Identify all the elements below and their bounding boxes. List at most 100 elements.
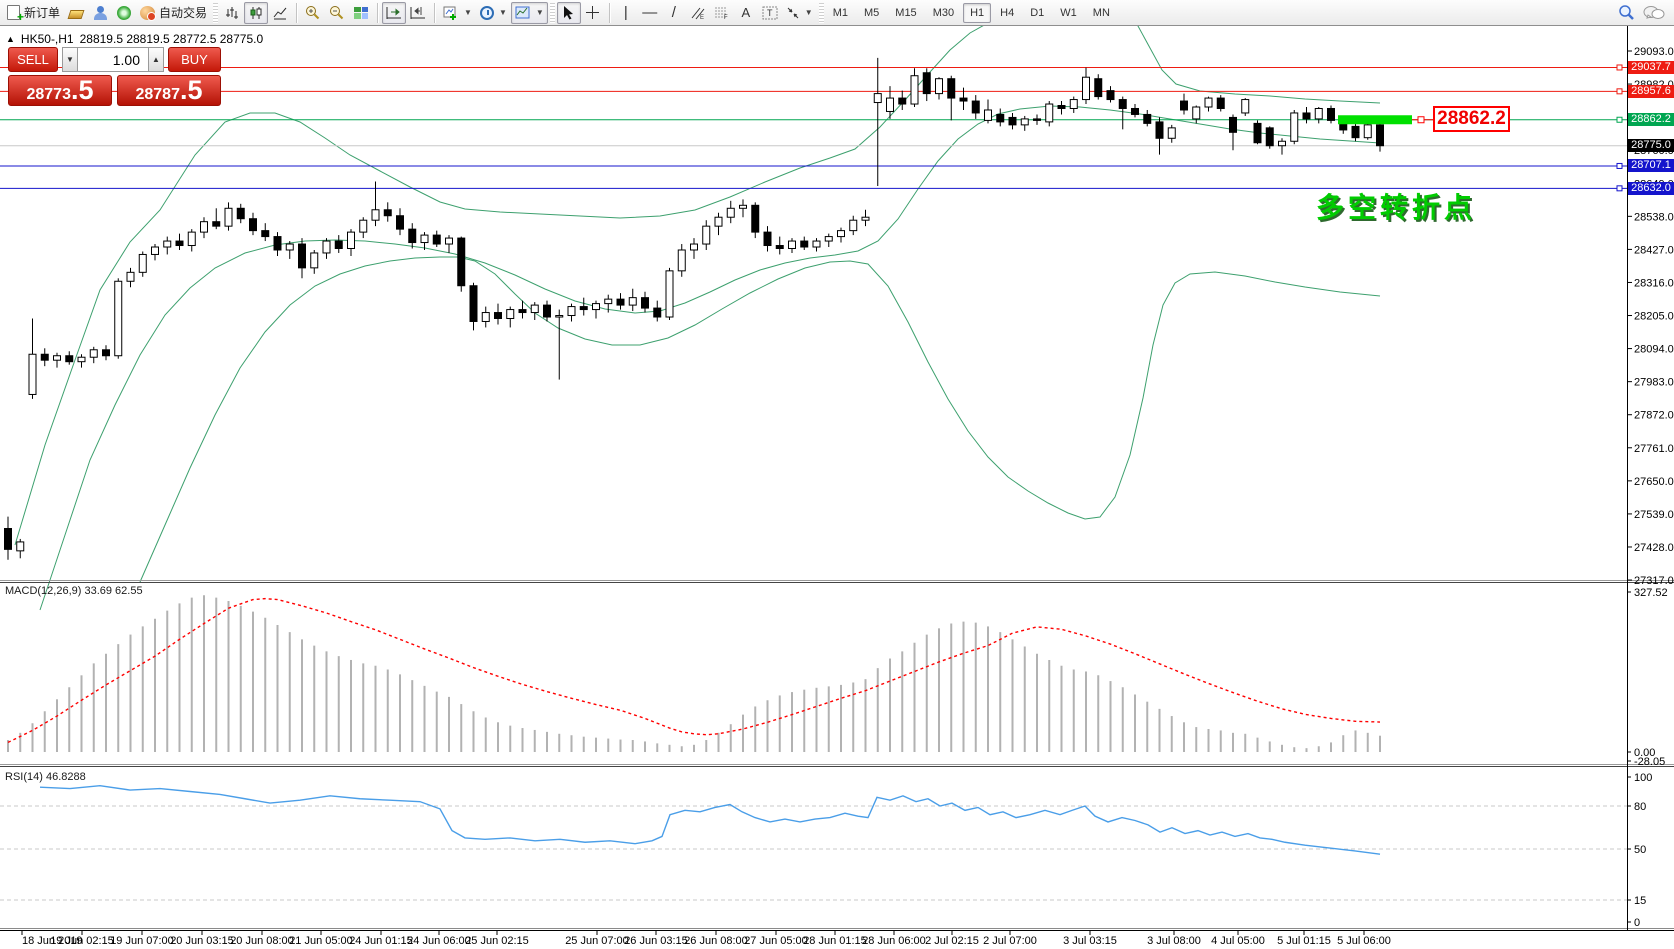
macd-series: [7, 595, 1381, 752]
sell-button[interactable]: SELL: [8, 47, 58, 72]
auto-scroll-button[interactable]: [382, 1, 407, 24]
sell-price-frac: .5: [70, 75, 94, 105]
timeframe-MN[interactable]: MN: [1092, 6, 1110, 19]
crosshair-button[interactable]: [581, 2, 605, 24]
svg-text:327.52: 327.52: [1634, 587, 1668, 599]
svg-text:2 Jul 02:15: 2 Jul 02:15: [925, 935, 979, 947]
new-order-icon: [7, 5, 24, 24]
timeframe-H1[interactable]: H1: [963, 2, 992, 23]
volume-decrease-button[interactable]: ▼: [62, 47, 78, 72]
buy-button[interactable]: BUY: [168, 47, 221, 72]
arrows-button[interactable]: ▼: [782, 2, 817, 24]
volume-input[interactable]: [78, 47, 148, 72]
panel-separators[interactable]: [0, 26, 1674, 931]
cursor-button[interactable]: [556, 1, 581, 24]
gold-button[interactable]: [64, 2, 88, 24]
profile-icon: [93, 5, 108, 20]
new-order-label: 新订单: [24, 6, 61, 20]
sell-price-int: 28773: [26, 86, 71, 103]
vertical-line-button[interactable]: |: [614, 2, 638, 24]
vertical-line-icon: |: [623, 4, 628, 21]
separator: [608, 2, 610, 23]
svg-text:27983.0: 27983.0: [1634, 377, 1674, 389]
arrows-icon: [787, 7, 799, 18]
template-button[interactable]: ▼: [510, 1, 548, 24]
template-icon: [515, 6, 530, 18]
period-icon: [479, 5, 494, 20]
toolbar-drag-handle[interactable]: [818, 2, 824, 23]
price-tag-28632.0: 28632.0: [1628, 181, 1674, 195]
text-label-button[interactable]: T: [758, 2, 782, 24]
chevron-down-icon: ▼: [464, 8, 472, 17]
zoom-out-button[interactable]: [325, 2, 349, 24]
macd-label: MACD(12,26,9) 33.69 62.55: [5, 585, 143, 597]
collapse-arrow-icon[interactable]: ▲: [6, 34, 15, 44]
auto-trading-icon: [140, 5, 157, 21]
timeframe-H4[interactable]: H4: [1000, 6, 1015, 19]
timeframe-D1[interactable]: D1: [1030, 6, 1045, 19]
price-axis[interactable]: 29093.028982.028760.028649.028538.028427…: [1627, 46, 1674, 929]
timeframe-M15[interactable]: M15: [895, 6, 917, 19]
svg-text:5 Jul 01:15: 5 Jul 01:15: [1277, 935, 1331, 947]
svg-text:27650.0: 27650.0: [1634, 476, 1674, 488]
svg-text:15: 15: [1634, 895, 1646, 907]
svg-text:-28.05: -28.05: [1634, 756, 1665, 768]
horizontal-line-button[interactable]: —: [638, 2, 662, 24]
svg-text:27317.0: 27317.0: [1634, 575, 1674, 587]
buy-price-int: 28787: [135, 86, 180, 103]
timeframe-W1[interactable]: W1: [1060, 6, 1077, 19]
new-chart-button[interactable]: ▼: [439, 2, 476, 24]
profile-button[interactable]: [88, 2, 112, 24]
svg-text:19 Jun 02:15: 19 Jun 02:15: [50, 935, 114, 947]
toolbar-drag-handle[interactable]: [213, 2, 219, 23]
auto-scroll-icon: [386, 6, 402, 19]
price-tag-28957.6: 28957.6: [1628, 84, 1674, 98]
svg-text:5 Jul 06:00: 5 Jul 06:00: [1337, 935, 1391, 947]
channel-icon: E: [691, 7, 705, 20]
search-icon[interactable]: [1618, 4, 1635, 21]
line-chart-button[interactable]: [268, 2, 292, 24]
volume-increase-button[interactable]: ▲: [148, 47, 164, 72]
svg-text:21 Jun 05:00: 21 Jun 05:00: [289, 935, 353, 947]
gold-icon: [67, 10, 85, 19]
chart-canvas[interactable]: 29093.028982.028760.028649.028538.028427…: [0, 26, 1674, 949]
auto-trading-button[interactable]: 自动交易: [136, 2, 211, 24]
price-tag-28862.2: 28862.2: [1628, 113, 1674, 127]
sell-price-box[interactable]: 28773 .5: [8, 75, 112, 106]
toolbar-drag-handle[interactable]: [549, 2, 555, 23]
cursor-icon: [564, 6, 574, 20]
candlestick-chart-button[interactable]: [244, 1, 269, 24]
svg-text:27428.0: 27428.0: [1634, 542, 1674, 554]
svg-text:20 Jun 08:00: 20 Jun 08:00: [230, 935, 294, 947]
chart-shift-icon: [410, 6, 426, 19]
timeframe-M5[interactable]: M5: [864, 6, 880, 19]
signals-button[interactable]: [112, 2, 136, 24]
timeframe-M30[interactable]: M30: [932, 6, 955, 19]
ohlc-values: 28819.5 28819.5 28772.5 28775.0: [79, 32, 264, 46]
svg-text:27872.0: 27872.0: [1634, 410, 1674, 422]
tile-windows-button[interactable]: [349, 2, 373, 24]
zoom-in-button[interactable]: [301, 2, 325, 24]
price-tag-29037.7: 29037.7: [1628, 60, 1674, 74]
chat-icon[interactable]: [1643, 5, 1665, 21]
bar-chart-button[interactable]: [220, 2, 244, 24]
svg-text:20 Jun 03:15: 20 Jun 03:15: [170, 935, 234, 947]
bollinger-bands: [14, 26, 1381, 611]
signal-icon: [117, 5, 132, 20]
level-lines[interactable]: [0, 64, 1627, 192]
buy-price-box[interactable]: 28787 .5: [117, 75, 221, 106]
highlight-bar[interactable]: [1338, 115, 1433, 125]
new-chart-icon: [443, 6, 457, 20]
price-callout-label[interactable]: 28862.2: [1433, 106, 1510, 132]
fibonacci-button[interactable]: F: [710, 2, 734, 24]
text-icon: A: [741, 5, 751, 20]
text-button[interactable]: A: [734, 2, 758, 24]
new-order-button[interactable]: 新订单: [3, 2, 64, 24]
svg-text:26 Jun 08:00: 26 Jun 08:00: [684, 935, 748, 947]
channel-button[interactable]: E: [686, 2, 710, 24]
chart-shift-button[interactable]: [406, 2, 430, 24]
timeframe-M1[interactable]: M1: [832, 6, 848, 19]
period-button[interactable]: ▼: [476, 2, 511, 24]
trendline-button[interactable]: /: [662, 2, 686, 24]
